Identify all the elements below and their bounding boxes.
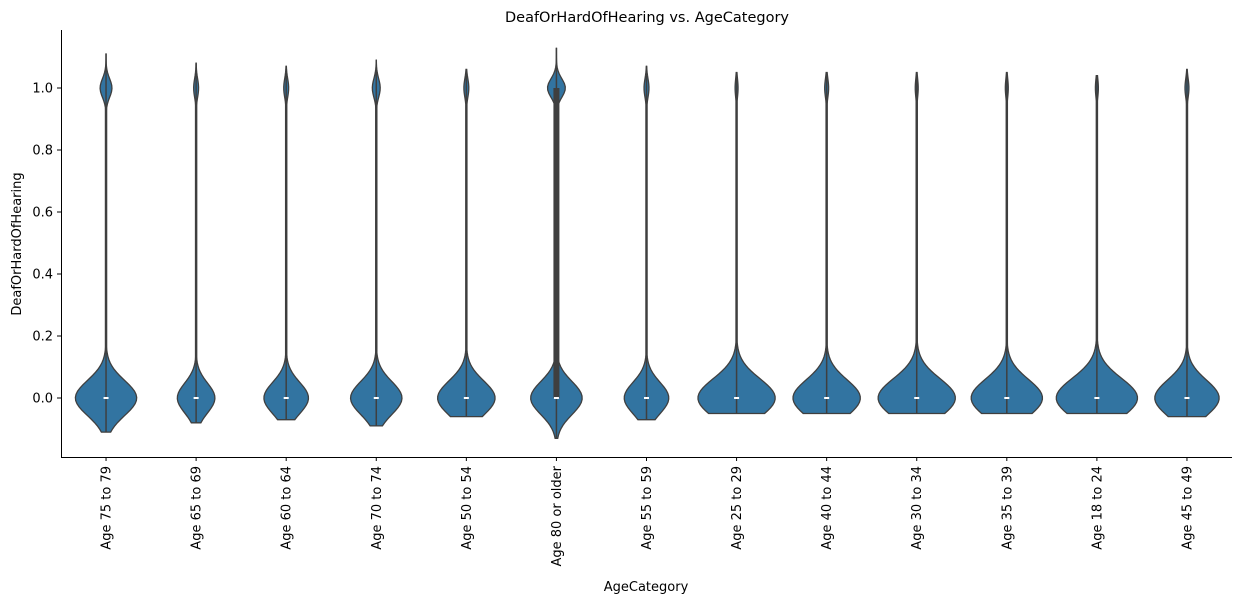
x-tick-label: Age 55 to 59 — [640, 466, 655, 550]
violin-iqr-box — [553, 88, 560, 398]
chart-title: DeafOrHardOfHearing vs. AgeCategory — [505, 10, 789, 26]
violin-median — [824, 397, 830, 399]
x-tick-label: Age 60 to 64 — [280, 466, 295, 550]
x-tick-label: Age 65 to 69 — [190, 466, 205, 550]
y-tick-label: 0.0 — [32, 392, 53, 407]
x-tick-label: Age 45 to 49 — [1180, 466, 1195, 550]
x-tick-label: Age 80 or older — [550, 465, 565, 566]
x-tick-label: Age 30 to 34 — [910, 466, 925, 550]
violin-median — [1184, 397, 1190, 399]
violin-median — [914, 397, 920, 399]
violin-median — [103, 397, 109, 399]
y-tick-label: 0.2 — [32, 330, 53, 345]
x-tick-label: Age 70 to 74 — [370, 466, 385, 550]
violin-median — [193, 397, 199, 399]
x-tick-label: Age 18 to 24 — [1090, 466, 1105, 550]
x-tick-label: Age 50 to 54 — [460, 466, 475, 550]
violins-layer — [74, 47, 1220, 439]
x-ticks: Age 75 to 79 Age 65 to 69 Age 60 to 64 Age … — [100, 457, 1195, 567]
y-tick-label: 0.8 — [32, 144, 53, 159]
x-tick-label: Age 75 to 79 — [100, 466, 115, 550]
violin-median — [644, 397, 649, 399]
y-tick-label: 0.4 — [32, 268, 53, 283]
x-tick-label: Age 35 to 39 — [1000, 466, 1015, 550]
x-axis-label: AgeCategory — [604, 580, 689, 595]
x-tick-label: Age 25 to 29 — [730, 466, 745, 550]
y-ticks: 0.0 0.2 0.4 0.6 0.8 1.0 — [32, 82, 61, 407]
violin-median — [463, 397, 469, 399]
violin-median — [1094, 397, 1100, 399]
violin-median — [373, 397, 379, 399]
y-tick-label: 0.6 — [32, 206, 53, 221]
y-tick-label: 1.0 — [32, 82, 53, 97]
violin-median — [283, 397, 289, 399]
y-axis-label: DeafOrHardOfHearing — [10, 172, 25, 315]
violin-median — [1004, 397, 1010, 399]
violin-median — [734, 397, 740, 399]
x-tick-label: Age 40 to 44 — [820, 466, 835, 550]
violin-median — [553, 397, 559, 399]
